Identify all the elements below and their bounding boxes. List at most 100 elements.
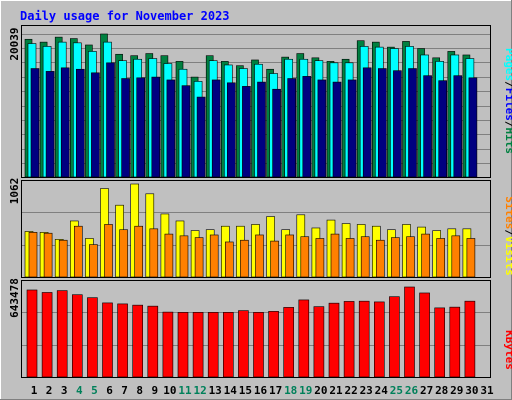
bar-pages-day-4	[76, 68, 85, 178]
bar-sites-day-22	[345, 238, 355, 278]
x-tick-label: 16	[254, 384, 268, 397]
x-tick-label: 28	[435, 384, 448, 397]
legend-pages: Pages	[503, 48, 512, 81]
bar-sites-day-13	[209, 234, 219, 278]
bar-kbytes-day-7	[117, 303, 128, 378]
x-tick-label: 29	[450, 384, 463, 397]
bar-pages-day-21	[332, 81, 342, 178]
bar-pages-day-13	[211, 79, 221, 178]
bar-pages-day-26	[408, 68, 417, 178]
x-tick-label: 15	[239, 384, 252, 397]
x-tick-label: 26	[405, 384, 419, 397]
bar-sites-day-9	[149, 228, 159, 278]
bar-sites-day-28	[436, 238, 446, 278]
bar-kbytes-day-18	[283, 307, 295, 378]
bar-pages-day-19	[302, 76, 312, 178]
x-tick-label: 20	[314, 384, 327, 397]
panel-2-legend: Sites/Visits	[503, 196, 512, 276]
panel-2-y-tick: 1062	[8, 178, 21, 205]
bar-kbytes-day-2	[41, 292, 53, 378]
bar-kbytes-day-17	[268, 311, 279, 378]
bar-kbytes-day-10	[162, 311, 174, 378]
bar-kbytes-day-23	[358, 300, 370, 378]
bar-kbytes-day-1	[26, 289, 38, 378]
bar-pages-day-27	[423, 75, 432, 178]
bar-kbytes-day-6	[102, 302, 113, 378]
bar-pages-day-14	[227, 82, 236, 178]
bar-sites-day-27	[421, 233, 430, 278]
legend-separator: /	[503, 229, 512, 236]
bar-sites-day-24	[375, 239, 385, 278]
bar-sites-day-2	[43, 232, 53, 278]
x-tick-label: 17	[269, 384, 282, 397]
bar-sites-day-19	[300, 236, 310, 278]
panel-1-bars	[24, 33, 478, 178]
bar-pages-day-20	[317, 79, 327, 178]
bar-sites-day-26	[406, 236, 415, 278]
bar-sites-day-29	[451, 235, 461, 278]
x-tick-label: 31	[480, 384, 494, 397]
x-tick-label: 6	[106, 384, 113, 397]
panel-3-y-tick: 643478	[8, 278, 21, 318]
svg-text:KBytes: KBytes	[503, 330, 512, 370]
bar-sites-day-4	[74, 225, 83, 278]
bar-kbytes-day-29	[449, 306, 461, 378]
bar-sites-day-30	[466, 238, 476, 278]
bar-kbytes-day-3	[56, 290, 68, 378]
x-tick-label: 23	[360, 384, 373, 397]
x-tick-label: 21	[329, 384, 343, 397]
bar-sites-day-25	[391, 237, 400, 278]
bar-pages-day-15	[242, 86, 251, 178]
bar-pages-day-24	[377, 68, 387, 178]
bar-kbytes-day-30	[464, 300, 476, 378]
bar-pages-day-7	[121, 78, 130, 178]
bar-kbytes-day-8	[132, 304, 143, 378]
bar-pages-day-1	[30, 68, 40, 178]
bar-pages-day-3	[60, 67, 70, 178]
bar-sites-day-11	[179, 235, 189, 278]
x-tick-label: 18	[284, 384, 297, 397]
legend-visits: Visits	[503, 236, 512, 276]
bar-sites-day-6	[104, 224, 113, 278]
x-tick-label: 27	[420, 384, 433, 397]
bar-kbytes-day-19	[298, 299, 310, 378]
bar-kbytes-day-12	[192, 312, 204, 378]
bar-sites-day-18	[285, 234, 295, 278]
legend-hits: Hits	[503, 128, 512, 155]
legend-separator: /	[503, 121, 512, 128]
chart-title: Daily usage for November 2023	[20, 9, 230, 23]
bar-sites-day-10	[164, 233, 174, 278]
x-tick-label: 12	[193, 384, 206, 397]
panel-sites-visits: 1062 Sites/Visits	[8, 178, 512, 278]
x-tick-label: 13	[209, 384, 222, 397]
panel-3-bars	[26, 286, 476, 378]
bar-pages-day-17	[272, 88, 281, 178]
legend-files: Files	[503, 88, 512, 121]
bar-sites-day-16	[255, 234, 264, 278]
bar-pages-day-23	[362, 67, 372, 178]
bar-kbytes-day-20	[313, 306, 325, 378]
legend-sites: Sites	[503, 196, 512, 229]
bar-sites-day-15	[240, 239, 249, 278]
bar-pages-day-2	[45, 71, 55, 178]
bar-pages-day-10	[166, 79, 176, 178]
bar-sites-day-7	[119, 229, 128, 278]
bar-sites-day-3	[58, 239, 68, 278]
bar-pages-day-9	[151, 76, 161, 178]
panel-hits-files-pages: 20039 Pages/Files/Hits	[8, 25, 512, 178]
bar-kbytes-day-15	[238, 310, 249, 378]
x-tick-label: 4	[76, 384, 83, 397]
bar-sites-day-20	[315, 238, 325, 278]
legend-separator: /	[503, 81, 512, 88]
bar-kbytes-day-26	[404, 286, 415, 378]
bar-pages-day-5	[91, 72, 100, 178]
bar-sites-day-21	[330, 233, 340, 278]
bar-kbytes-day-11	[177, 312, 189, 378]
x-tick-label: 24	[375, 384, 389, 397]
bar-pages-day-30	[468, 77, 478, 178]
x-tick-label: 1	[31, 384, 38, 397]
bar-sites-day-8	[134, 225, 143, 278]
x-tick-label: 7	[121, 384, 128, 397]
bar-sites-day-1	[28, 232, 38, 278]
